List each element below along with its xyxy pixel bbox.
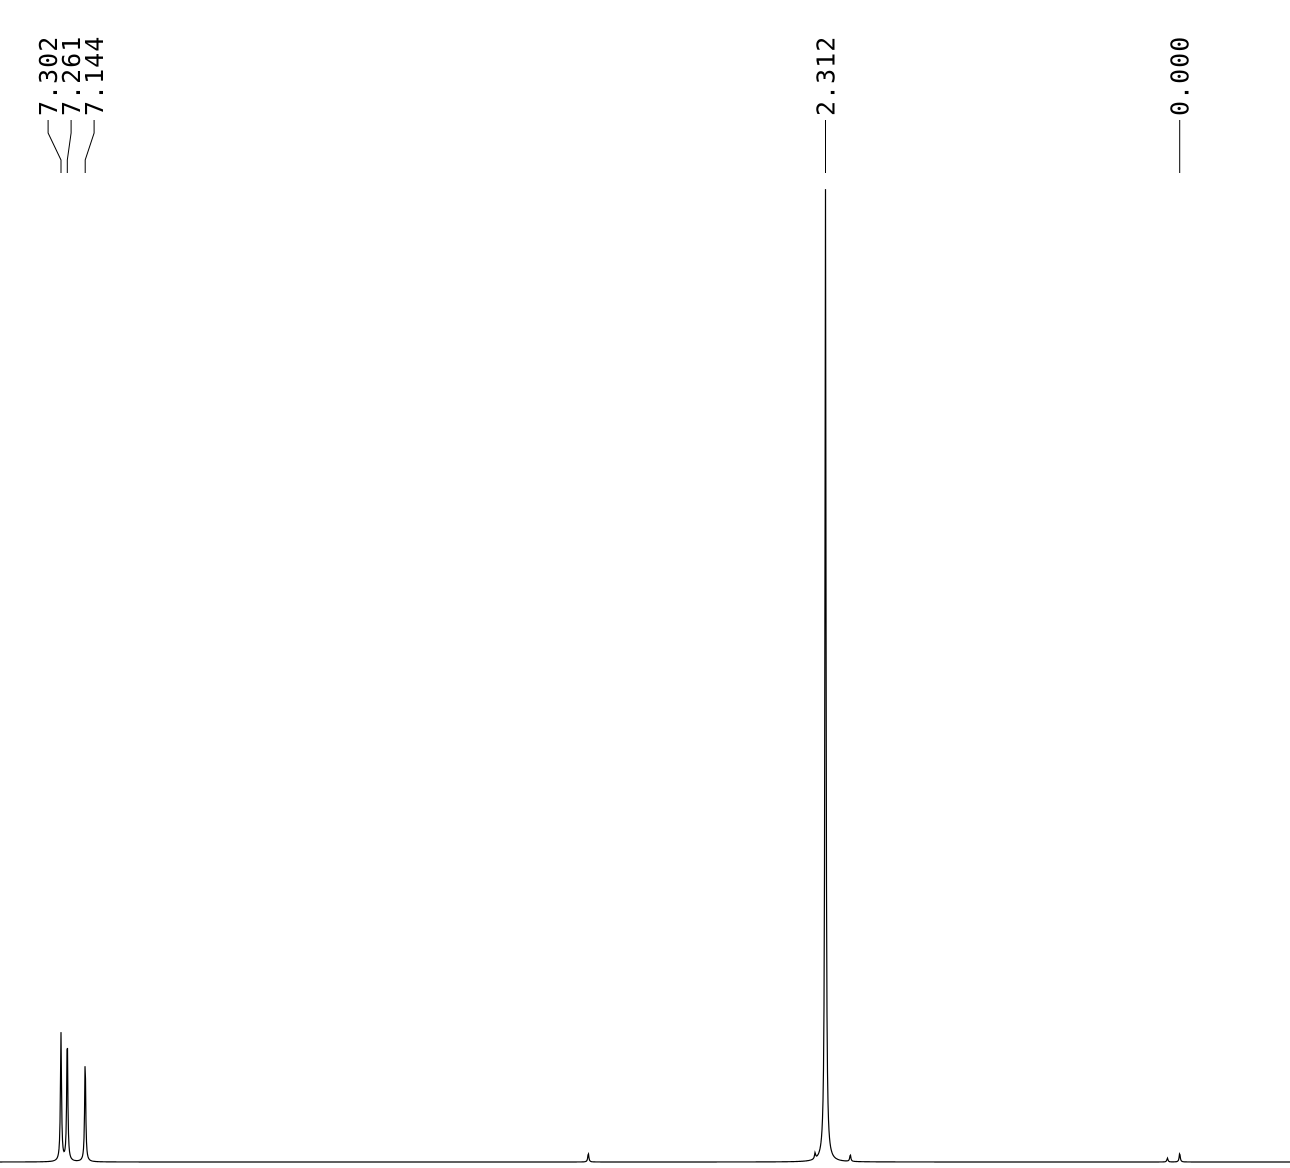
peak-label: 7.144 <box>80 36 109 116</box>
peak-label: 7.261 <box>57 36 86 116</box>
peak-leader-line <box>66 120 72 173</box>
peak-label: 7.302 <box>34 36 63 116</box>
spectrum-trace <box>0 189 1290 1163</box>
peak-leader-line <box>47 120 62 173</box>
peak-leader-line <box>84 120 95 173</box>
peak-label: 0.000 <box>1166 36 1195 116</box>
peak-marks <box>47 120 1181 173</box>
peak-label: 2.312 <box>812 36 841 116</box>
plot-area <box>0 189 1290 1163</box>
